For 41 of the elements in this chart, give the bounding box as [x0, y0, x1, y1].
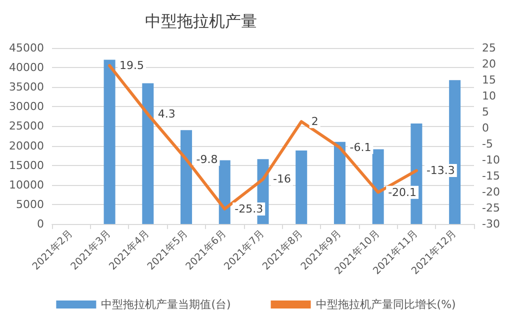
data-label: -9.8	[196, 152, 218, 166]
y2-tick-label: -30	[482, 218, 500, 230]
data-label: -13.3	[426, 164, 455, 178]
y2-tick-label: 10	[482, 90, 496, 102]
y2-tick-label: 0	[482, 122, 489, 134]
bar	[104, 60, 116, 224]
legend-label: 中型拖拉机产量当期值(台)	[101, 298, 231, 311]
bar	[180, 130, 192, 224]
y-tick-label: 40000	[9, 61, 44, 74]
data-label: -16	[273, 172, 291, 186]
y2-tick-label: -25	[482, 202, 500, 214]
chart-title: 中型拖拉机产量	[145, 12, 257, 30]
data-label: -25.3	[234, 202, 264, 216]
bar	[372, 149, 384, 224]
data-label: 19.5	[120, 59, 144, 72]
y2-tick-label: -15	[482, 170, 500, 182]
y-tick-label: 35000	[9, 80, 44, 94]
legend-label: 中型拖拉机产量同比增长(%)	[316, 298, 456, 311]
y-tick-label: 0	[37, 218, 44, 230]
y-tick-label: 15000	[9, 158, 44, 172]
bar	[296, 150, 308, 224]
y2-tick-label: -5	[482, 138, 493, 150]
y-tick-label: 10000	[9, 178, 44, 192]
y-tick-label: 30000	[9, 100, 44, 114]
y-tick-label: 20000	[9, 139, 44, 152]
y-tick-label: 5000	[16, 198, 44, 211]
y2-tick-label: -20	[482, 186, 500, 198]
data-label: -20.1	[388, 186, 417, 199]
data-label: 2	[311, 115, 318, 128]
y2-tick-label: 5	[482, 106, 489, 118]
bar	[334, 142, 346, 224]
y2-tick-label: 25	[482, 42, 496, 54]
data-label: 4.3	[158, 108, 176, 121]
data-label: -6.1	[350, 141, 372, 154]
y-tick-label: 45000	[9, 42, 44, 54]
y-tick-label: 25000	[9, 120, 44, 133]
y2-tick-label: 15	[482, 74, 496, 86]
bar	[142, 83, 154, 224]
y2-tick-label: -10	[482, 154, 500, 166]
y2-tick-label: 20	[482, 58, 496, 70]
bar	[218, 160, 230, 224]
